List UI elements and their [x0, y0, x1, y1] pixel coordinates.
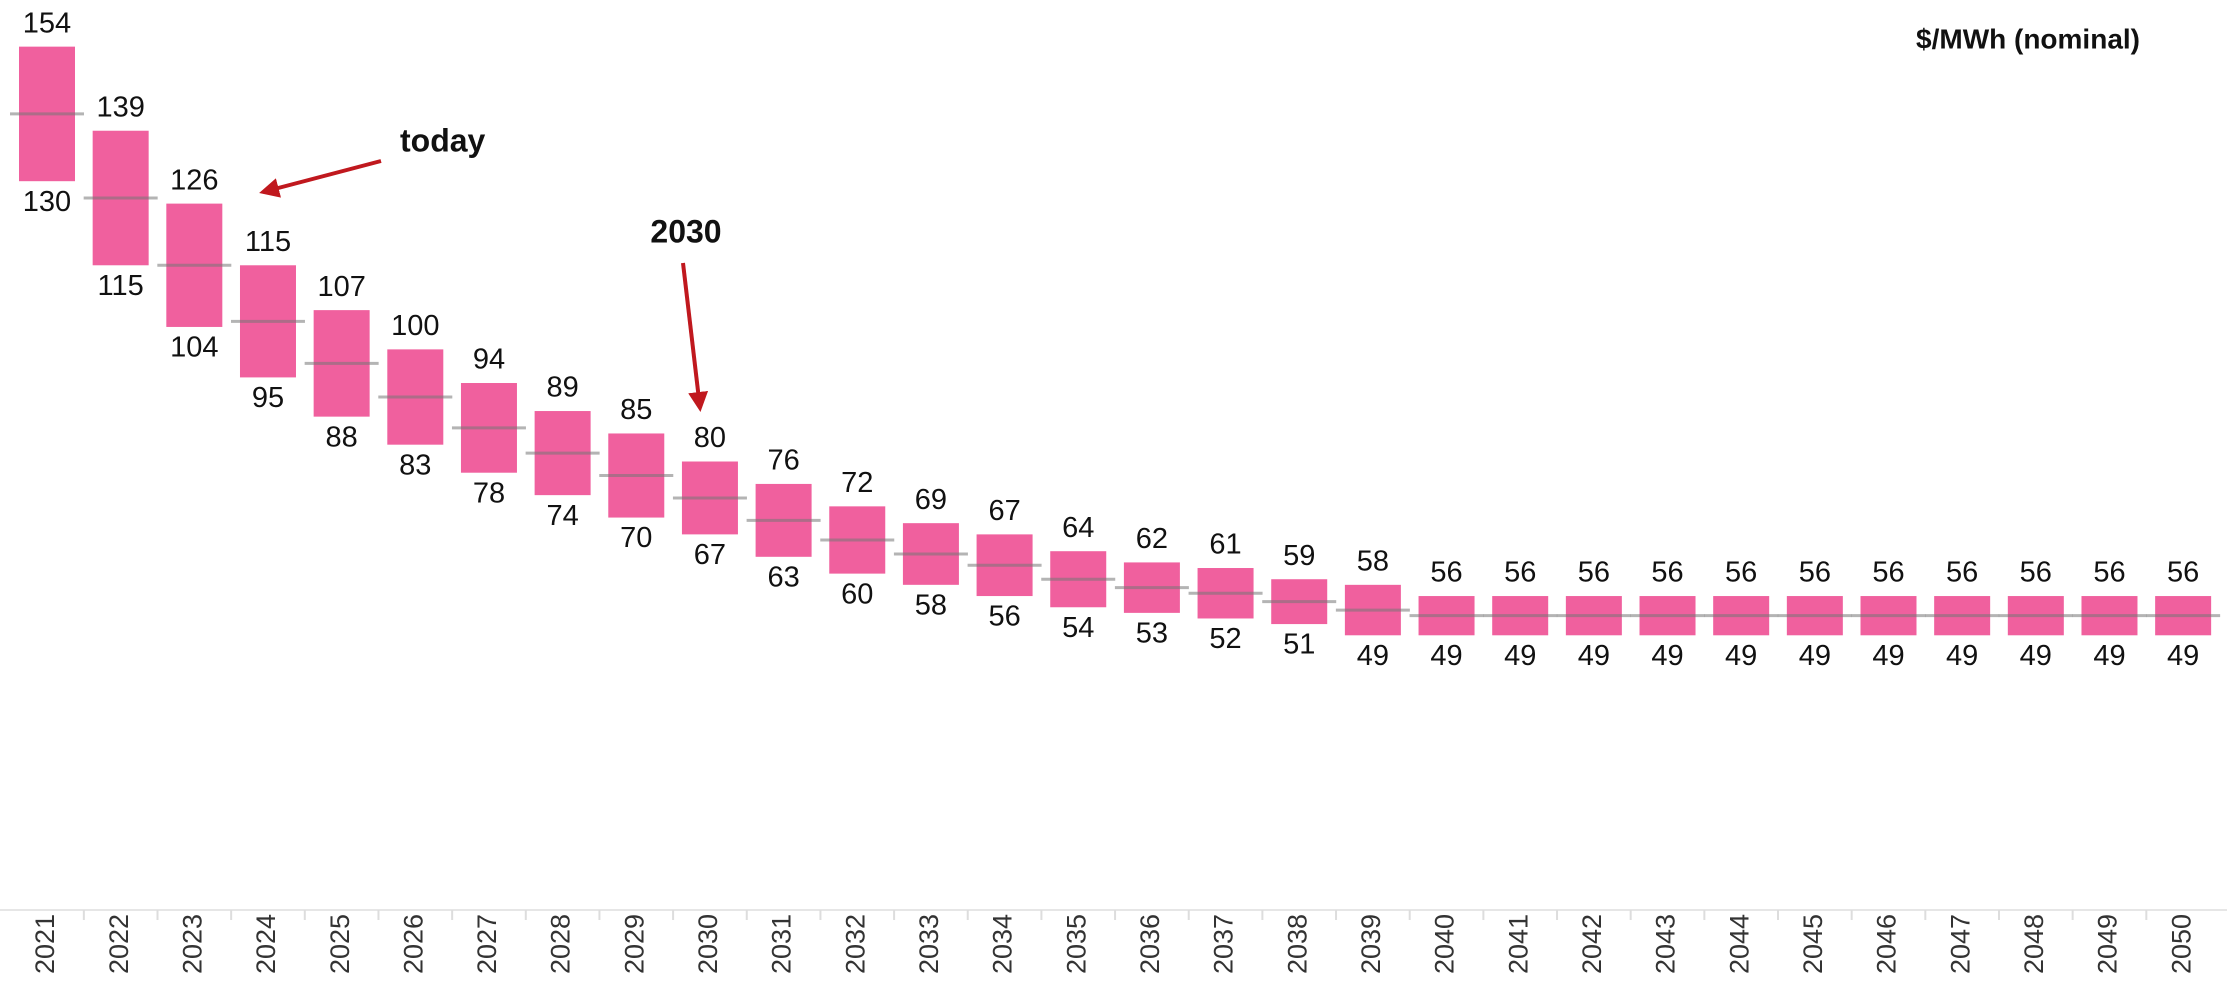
- x-tick-label: 2041: [1503, 914, 1533, 974]
- high-label: 56: [1799, 557, 1831, 589]
- low-label: 49: [1504, 640, 1536, 672]
- x-tick-label: 2040: [1430, 914, 1460, 974]
- x-tick-label: 2035: [1061, 914, 1091, 974]
- low-label: 78: [473, 477, 505, 509]
- high-label: 56: [1430, 557, 1462, 589]
- low-label: 56: [988, 601, 1020, 633]
- x-tick-label: 2034: [988, 914, 1018, 974]
- low-label: 49: [1430, 640, 1462, 672]
- x-tick-label: 2024: [251, 914, 281, 974]
- high-label: 126: [170, 164, 218, 196]
- x-tick-label: 2046: [1872, 914, 1902, 974]
- high-label: 59: [1283, 540, 1315, 572]
- x-tick-label: 2050: [2166, 914, 2196, 974]
- high-label: 64: [1062, 512, 1094, 544]
- x-tick-label: 2026: [398, 914, 428, 974]
- annotation-arrow: [681, 262, 709, 412]
- x-tick-label: 2042: [1577, 914, 1607, 974]
- unit-label: $/MWh (nominal): [1916, 23, 2140, 54]
- low-label: 70: [620, 522, 652, 554]
- low-label: 63: [767, 561, 799, 593]
- x-tick-label: 2022: [104, 914, 134, 974]
- low-label: 49: [1357, 640, 1389, 672]
- low-label: 130: [23, 186, 71, 218]
- high-label: 56: [1946, 557, 1978, 589]
- high-label: 56: [2093, 557, 2125, 589]
- high-label: 72: [841, 467, 873, 499]
- annotation: today: [400, 122, 486, 158]
- high-label: 56: [1651, 557, 1683, 589]
- x-tick-label: 2029: [619, 914, 649, 974]
- high-label: 89: [546, 372, 578, 404]
- low-label: 51: [1283, 629, 1315, 661]
- x-tick-label: 2045: [1798, 914, 1828, 974]
- low-label: 49: [2020, 640, 2052, 672]
- x-tick-label: 2048: [2019, 914, 2049, 974]
- high-label: 100: [391, 310, 439, 342]
- low-label: 49: [1946, 640, 1978, 672]
- low-label: 60: [841, 578, 873, 610]
- x-tick-label: 2021: [30, 914, 60, 974]
- low-label: 58: [915, 589, 947, 621]
- annotation: 2030: [650, 213, 721, 249]
- low-label: 49: [1651, 640, 1683, 672]
- high-label: 56: [1725, 557, 1757, 589]
- low-label: 53: [1136, 618, 1168, 650]
- low-label: 115: [98, 270, 144, 302]
- high-label: 154: [23, 7, 71, 39]
- low-label: 49: [1725, 640, 1757, 672]
- x-tick-label: 2043: [1651, 914, 1681, 974]
- high-label: 80: [694, 422, 726, 454]
- high-label: 85: [620, 394, 652, 426]
- x-tick-label: 2032: [840, 914, 870, 974]
- low-label: 88: [326, 421, 358, 453]
- x-tick-label: 2027: [472, 914, 502, 974]
- x-tick-label: 2033: [914, 914, 944, 974]
- x-tick-label: 2049: [2093, 914, 2123, 974]
- high-label: 56: [2167, 557, 2199, 589]
- low-label: 95: [252, 382, 284, 414]
- high-label: 56: [1872, 557, 1904, 589]
- x-tick-label: 2025: [325, 914, 355, 974]
- low-label: 83: [399, 449, 431, 481]
- low-label: 104: [170, 332, 218, 364]
- high-label: 61: [1209, 529, 1241, 561]
- high-label: 67: [988, 495, 1020, 527]
- x-tick-label: 2023: [177, 914, 207, 974]
- high-label: 56: [1504, 557, 1536, 589]
- low-label: 49: [2093, 640, 2125, 672]
- x-tick-label: 2047: [1945, 914, 1975, 974]
- low-label: 49: [1578, 640, 1610, 672]
- low-label: 54: [1062, 612, 1094, 644]
- low-label: 49: [1799, 640, 1831, 672]
- high-label: 69: [915, 484, 947, 516]
- x-tick-label: 2030: [693, 914, 723, 974]
- low-label: 49: [2167, 640, 2199, 672]
- x-tick-label: 2036: [1135, 914, 1165, 974]
- high-label: 115: [245, 226, 291, 258]
- x-tick-label: 2037: [1209, 914, 1239, 974]
- high-label: 56: [2020, 557, 2052, 589]
- high-label: 76: [767, 445, 799, 477]
- low-label: 67: [694, 539, 726, 571]
- high-label: 94: [473, 344, 505, 376]
- high-label: 56: [1578, 557, 1610, 589]
- annotation-arrow: [259, 159, 382, 198]
- x-tick-label: 2038: [1282, 914, 1312, 974]
- high-label: 107: [317, 271, 365, 303]
- high-label: 62: [1136, 523, 1168, 555]
- x-tick-label: 2044: [1724, 914, 1754, 974]
- low-label: 52: [1209, 623, 1241, 655]
- high-label: 139: [96, 91, 144, 123]
- low-label: 74: [546, 500, 578, 532]
- low-label: 49: [1872, 640, 1904, 672]
- x-tick-label: 2028: [546, 914, 576, 974]
- high-label: 58: [1357, 545, 1389, 577]
- x-tick-label: 2031: [767, 914, 797, 974]
- x-tick-label: 2039: [1356, 914, 1386, 974]
